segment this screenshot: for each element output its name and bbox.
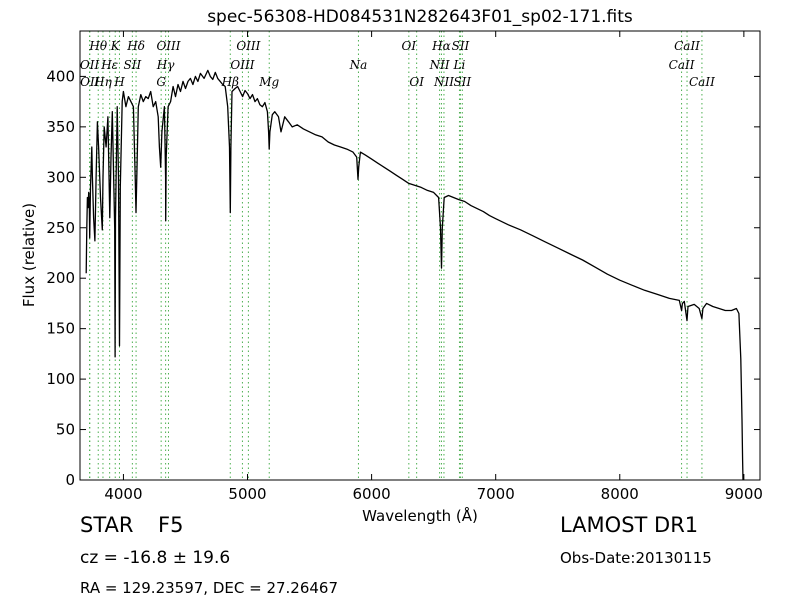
line-label: G [156,75,166,89]
x-axis-label: Wavelength (Å) [362,506,478,525]
line-label: Na [349,58,368,72]
line-label: Hα [431,39,451,53]
line-label: Hγ [156,58,175,72]
line-label: Mg [258,75,279,89]
coordinates: RA = 129.23597, DEC = 27.26467 [80,579,339,597]
object-class: STAR [80,513,134,537]
x-tick-label: 5000 [228,485,266,503]
y-tick-label: 300 [46,168,75,186]
redshift-cz: cz = -16.8 ± 19.6 [80,548,231,568]
line-label: Hη [93,75,112,89]
line-label: Hβ [221,75,239,89]
line-label: OII [80,75,100,89]
y-tick-label: 200 [46,269,75,287]
y-tick-label: 150 [46,320,75,338]
line-label: K [110,39,121,53]
line-label: SII [453,75,471,89]
line-labels: OII OII Hθ Hη Hε K H SII Hδ G Hγ OIII Hβ OIII OIII Mg Na… [80,39,715,89]
observation-date: Obs-Date:20130115 [560,549,712,567]
line-label: Hδ [126,39,145,53]
line-label: SII [124,58,142,72]
plot-frame [79,30,761,481]
line-label: CaII [689,75,715,89]
line-label: OIII [156,39,180,53]
y-tick-label: 400 [46,67,75,85]
x-axis-ticks: 4000 5000 6000 7000 8000 9000 [104,31,763,503]
y-tick-label: 350 [46,118,75,136]
spectrum-series [85,69,744,481]
x-tick-label: 7000 [477,485,515,503]
y-tick-label: 250 [46,219,75,237]
line-label: SII [452,39,470,53]
line-label: Hε [100,58,118,72]
spectrum-line [85,69,744,481]
line-label: CaII [674,39,700,53]
x-tick-label: 8000 [601,485,639,503]
y-axis-ticks: 0 50 100 150 200 250 300 350 400 [46,67,760,489]
line-label: OI [409,75,424,89]
line-label: NII [433,75,454,89]
line-label: Li [453,58,466,72]
object-subclass: F5 [158,513,184,537]
x-tick-label: 6000 [353,485,391,503]
line-label: H [113,75,125,89]
y-tick-label: 50 [56,421,75,439]
line-markers [89,31,703,480]
line-label: CaII [669,58,695,72]
x-tick-label: 9000 [725,485,763,503]
line-label: Hθ [88,39,107,53]
line-label: OII [80,58,100,72]
survey-name: LAMOST DR1 [560,513,699,537]
y-tick-label: 100 [46,370,75,388]
x-tick-label: 4000 [104,485,142,503]
chart-title: spec-56308-HD084531N282643F01_sp02-171.f… [207,7,633,27]
line-label: OIII [236,39,260,53]
line-label: OIII [230,58,254,72]
line-label: NII [429,58,450,72]
y-tick-label: 0 [65,471,75,489]
line-label: OI [402,39,417,53]
y-axis-label: Flux (relative) [20,203,38,307]
